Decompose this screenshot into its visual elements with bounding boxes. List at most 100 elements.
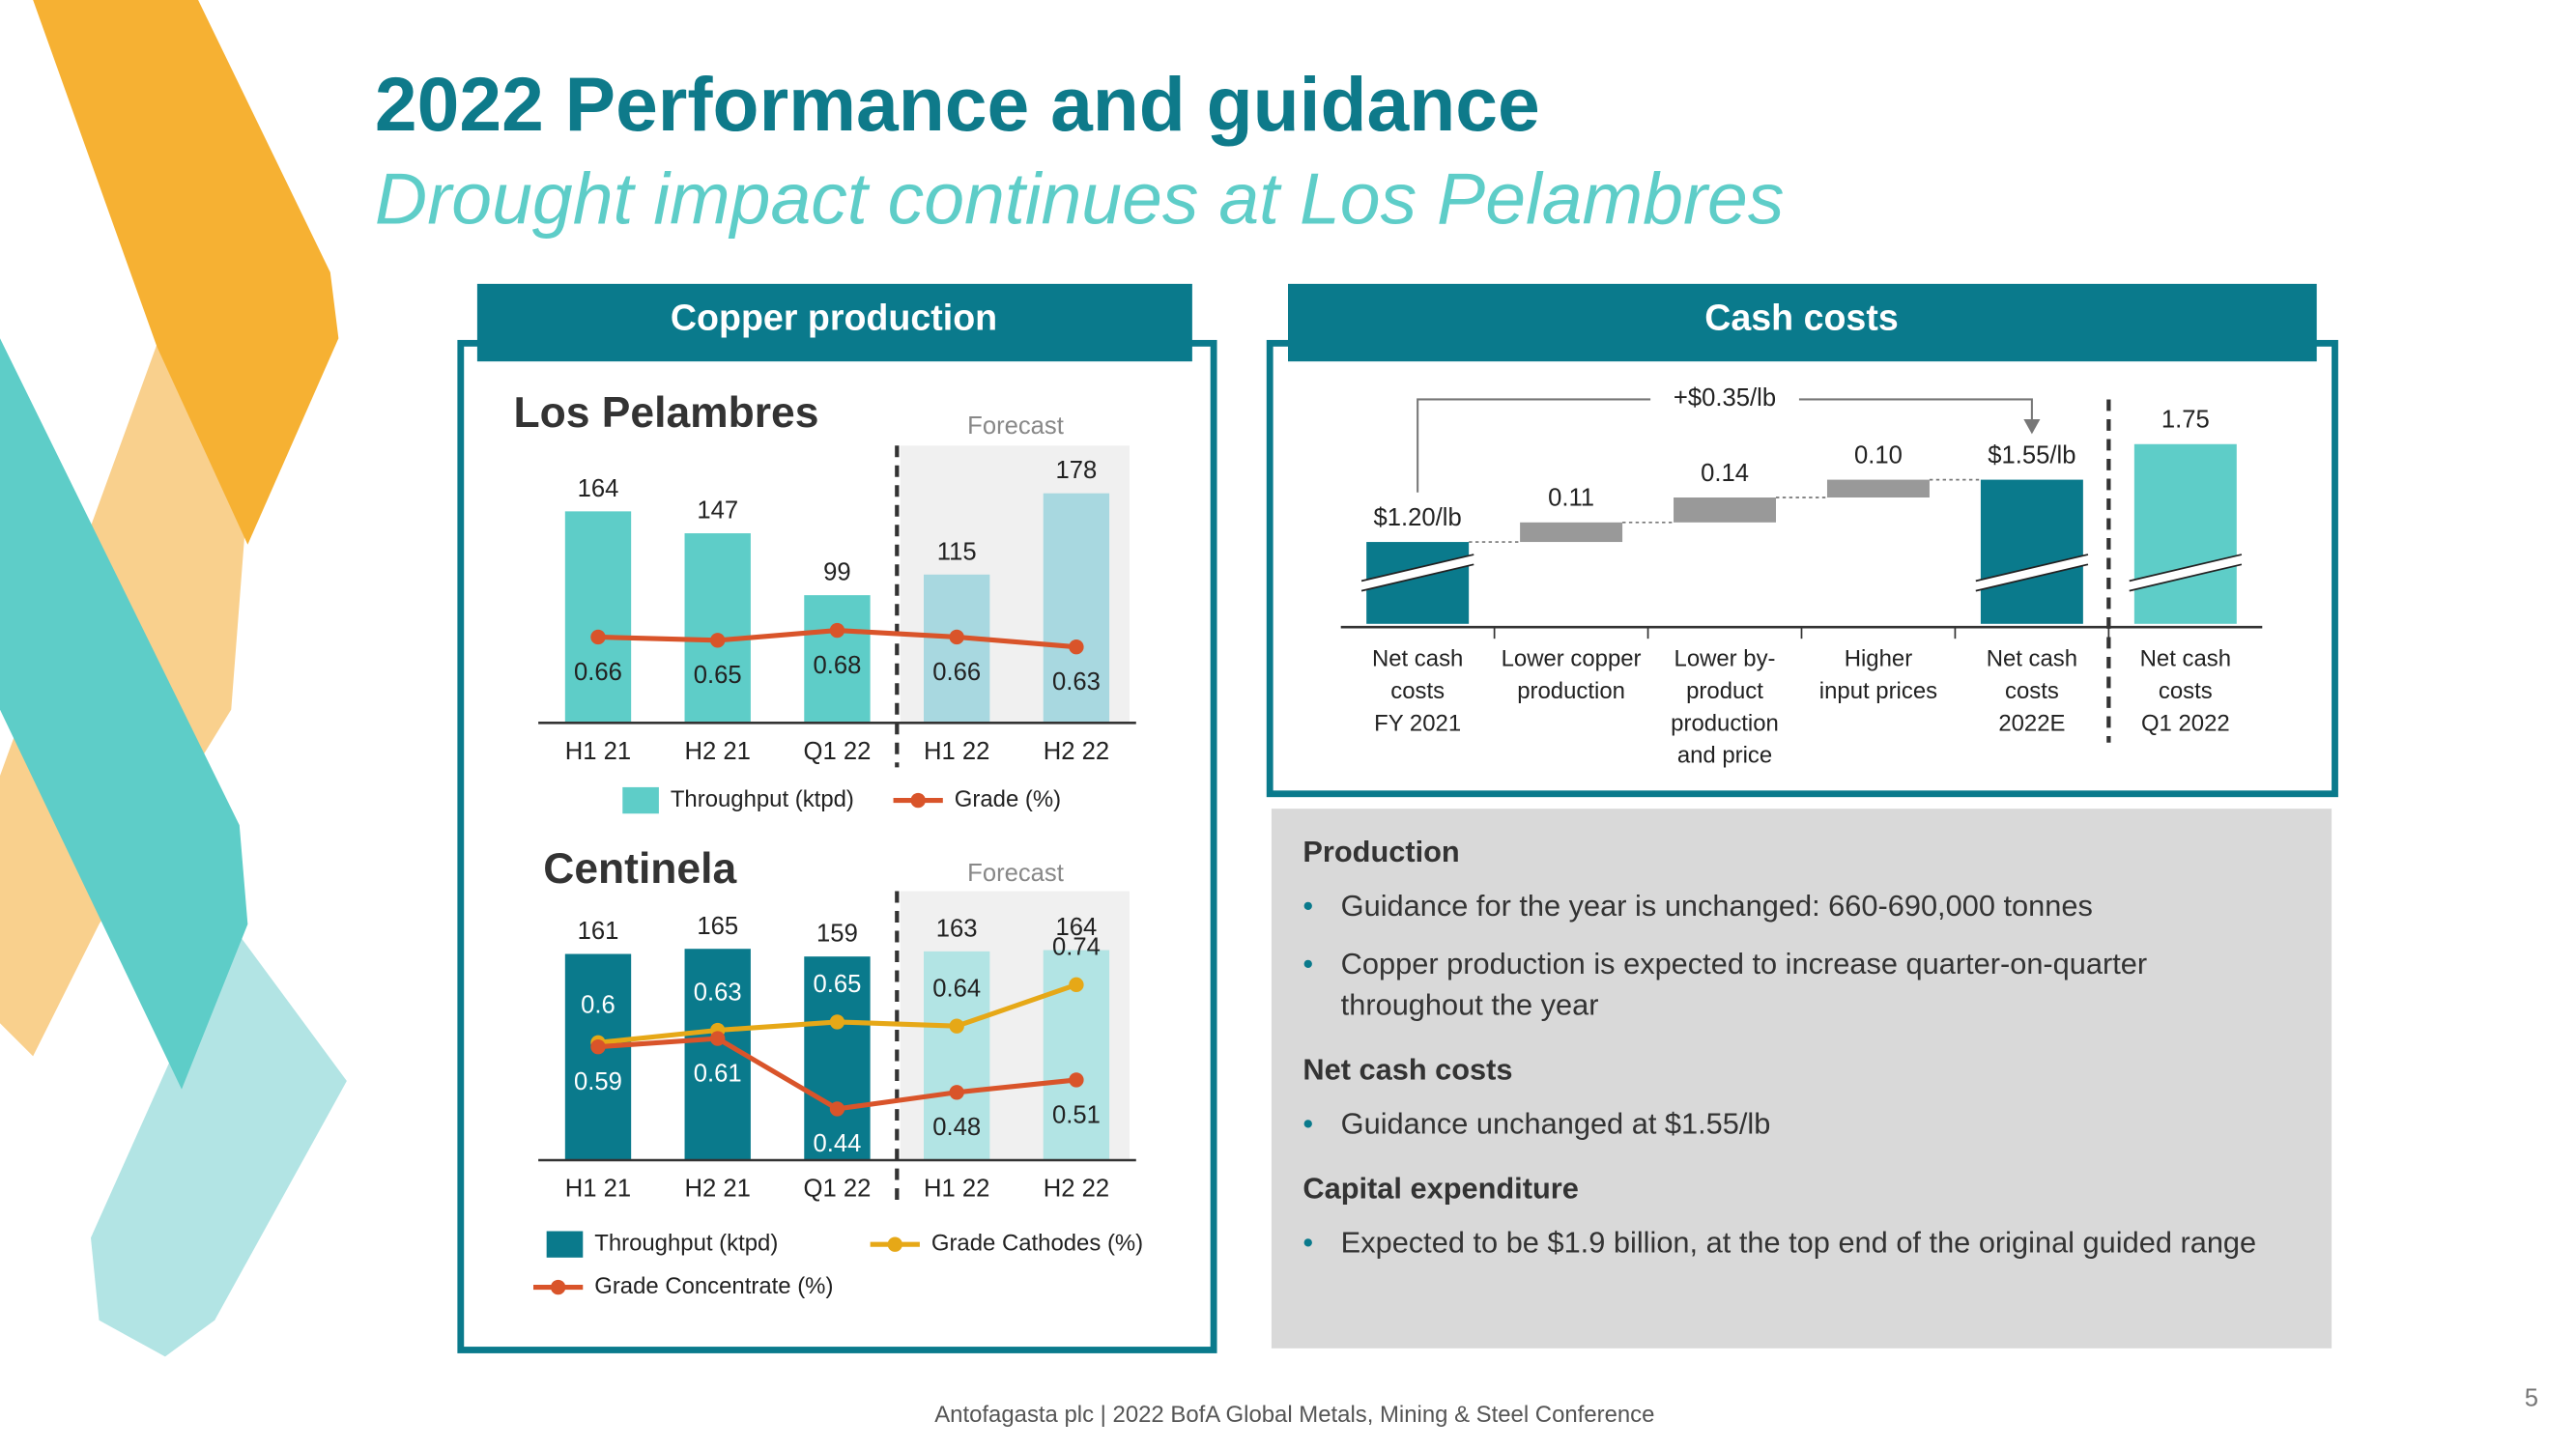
axis-break-edge [2129,563,2243,592]
line-marker [829,1014,845,1030]
annotation-bracket [1417,398,2033,493]
x-tick-label: 2022E [1998,710,2065,736]
bullet: Guidance unchanged at $1.55/lb [1302,1104,2266,1146]
line-value-label: 0.59 [574,1068,622,1095]
chart-title: Centinela [543,845,736,893]
bar [564,953,632,1161]
decoration [0,0,347,1357]
x-tick-label: Higher [1845,646,1912,672]
legend-label: Grade Cathodes (%) [931,1230,1143,1256]
bar-value-label: 163 [936,915,978,942]
x-tick-label: H1 21 [565,738,631,765]
panel-header [476,283,1192,362]
legend-marker [887,1236,902,1252]
notes-heading: Net cash costs [1302,1052,1513,1087]
x-tick-label: input prices [1819,678,1937,704]
x-tick-label: costs [1390,678,1445,704]
line-marker [949,629,964,645]
x-tick-label: FY 2021 [1374,710,1461,736]
forecast-label: Forecast [967,412,1064,440]
line-marker [590,1038,606,1055]
annotation: +$0.35/lb [1674,384,1776,412]
line-value-label: 0.68 [814,652,862,679]
line-marker [949,1085,964,1100]
x-tick-label: and price [1677,743,1772,769]
x-tick-label: product [1686,678,1763,704]
bar-value-label: 165 [697,913,738,940]
bar-value-label: 161 [578,918,619,945]
legend-marker [910,792,926,809]
bar-value-label: 159 [816,921,858,948]
bar [684,533,751,724]
x-tick-label: Net cash [1987,646,2077,672]
subtitle: Drought impact continues at Los Pelambre… [375,158,1784,240]
panel-title: Copper production [671,297,997,337]
line-marker [590,629,606,645]
bar-value-label: 99 [823,559,851,586]
bar [804,595,871,724]
legend-marker [550,1279,566,1295]
bullet: Copper production is expected to increas… [1302,944,2266,1026]
line-marker [1069,1072,1084,1088]
bar [1826,479,1930,498]
line-value-label: 0.66 [574,659,622,686]
bar [804,956,871,1161]
bar-value-label: 164 [578,475,619,502]
bar-value-label: 164 [1056,914,1098,941]
x-tick-label: Lower copper [1502,646,1642,672]
bullet-list: Guidance unchanged at $1.55/lb [1302,1104,2265,1146]
bar-value-label: 1.75 [2161,407,2210,434]
bar-value-label: 0.10 [1854,441,1903,469]
chart-title: Los Pelambres [513,389,818,437]
bar [924,951,990,1161]
bullet-list: Expected to be $1.9 billion, at the top … [1302,1223,2265,1264]
title: 2022 Performance and guidance [375,62,1540,147]
axis-break-edge [1975,554,2089,582]
x-tick-label: production [1517,678,1625,704]
notes-heading: Capital expenditure [1302,1171,1579,1206]
x-tick-label: H1 22 [924,1176,989,1203]
notes: Production Guidance for the year is uncha… [1272,809,2332,1349]
line-value-label: 0.64 [932,975,981,1002]
bullet: Expected to be $1.9 billion, at the top … [1302,1223,2266,1264]
axis-break-edge [1975,563,2089,592]
x-tick-label: H2 22 [1044,1176,1109,1203]
bar [1980,479,2083,624]
x-tick-label: Net cash [1372,646,1463,672]
line-value-label: 0.6 [581,992,615,1019]
line-value-label: 0.66 [932,659,981,686]
bullet-list: Guidance for the year is unchanged: 660-… [1302,886,2265,1026]
legend-swatch [546,1231,584,1258]
footer: Antofagasta plc | 2022 BofA Global Metal… [934,1402,1654,1428]
x-tick-label: H2 21 [685,738,751,765]
axis-break [2129,554,2242,591]
notes-text: Production Guidance for the year is uncha… [1272,809,2332,1264]
notes-heading: Production [1302,835,1460,868]
line-value-label: 0.63 [1052,668,1101,696]
bar [1043,493,1110,724]
bar [1520,522,1623,543]
legend-label: Throughput (ktpd) [594,1230,778,1256]
x-tick-label: production [1671,710,1779,736]
bar [924,574,990,724]
page-number: 5 [2525,1385,2538,1412]
x-tick-label: costs [2005,678,2059,704]
line-marker [1069,639,1084,655]
x-tick-label: H2 21 [685,1176,751,1203]
line-value-label: 0.65 [694,662,742,689]
axis-break-edge [1360,563,1474,592]
legend-label: Grade (%) [955,786,1061,812]
axis-break-edge [2129,554,2243,582]
x-tick-label: Q1 22 [804,738,872,765]
bullet: Guidance for the year is unchanged: 660-… [1302,886,2266,927]
axis-break [1975,554,2088,591]
bar-value-label: 147 [697,497,738,525]
line-marker [1069,977,1084,993]
x-tick-label: costs [2159,678,2213,704]
line-marker [829,622,845,639]
bar-value-label: $1.20/lb [1374,504,1462,531]
line-value-label: 0.65 [814,971,862,998]
bar-value-label: 0.11 [1548,485,1594,512]
panel-title: Cash costs [1704,297,1899,337]
